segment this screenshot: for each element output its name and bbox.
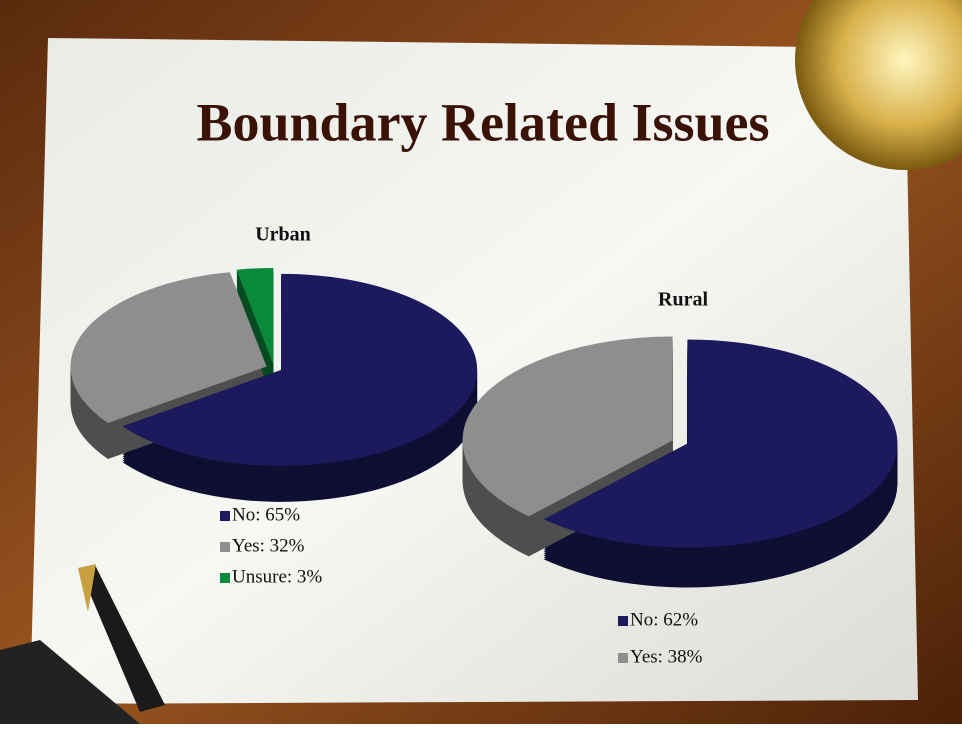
legend-swatch bbox=[220, 542, 230, 552]
slide: Boundary Related Issues Urban No: 65% Yes:… bbox=[0, 0, 962, 724]
chart-title: Rural bbox=[658, 289, 708, 311]
legend-label: Yes: 32% bbox=[232, 535, 305, 556]
legend-swatch bbox=[220, 511, 230, 521]
legend-label: No: 62% bbox=[630, 609, 698, 630]
legend-swatch bbox=[618, 616, 628, 626]
legend-label: No: 65% bbox=[232, 504, 300, 525]
slide-title: Boundary Related Issues bbox=[196, 92, 769, 152]
legend-swatch bbox=[618, 653, 628, 663]
legend-swatch bbox=[220, 573, 230, 583]
legend-label: Unsure: 3% bbox=[232, 566, 322, 587]
chart-title: Urban bbox=[255, 224, 311, 246]
legend-label: Yes: 38% bbox=[630, 646, 703, 667]
